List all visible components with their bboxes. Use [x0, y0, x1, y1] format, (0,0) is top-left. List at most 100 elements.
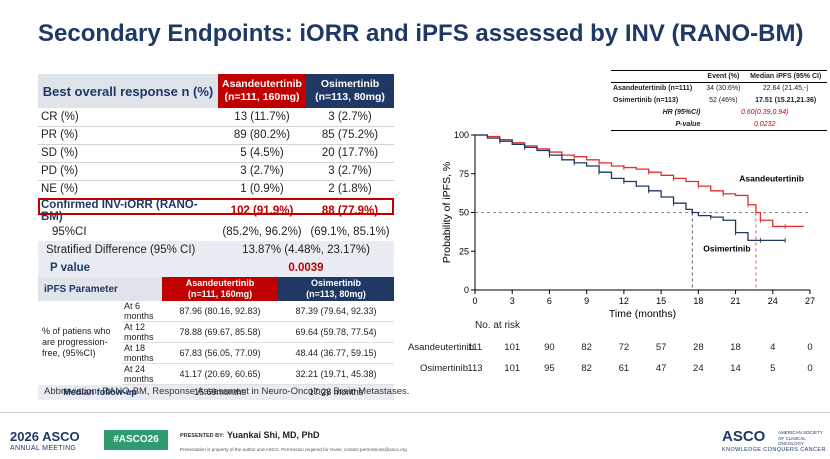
stats-event: 34 (30.6%) [706, 85, 741, 93]
orr-row-label: CR (%) [38, 108, 218, 127]
series-label-osimertinib: Osimertinib [703, 243, 750, 253]
risk-value: 72 [618, 342, 630, 353]
orr-row-label: SD (%) [38, 144, 218, 163]
followup-label: Median follow-up [38, 384, 162, 400]
footer-asco: ASCO [42, 429, 80, 444]
stats-row-osimertinib: Osimertinib (n=113) 52 (46%) 17.51 (15.2… [611, 95, 827, 107]
orr-row-value-b: 3 (2.7%) [306, 162, 394, 181]
ipfs-col2-name: Osimertinib [310, 278, 361, 288]
series-label-asandeutertinib: Asandeutertinib [739, 174, 804, 184]
presented-by-label: PRESENTED BY: [180, 433, 225, 439]
orr-row-value-a: 3 (2.7%) [218, 162, 306, 181]
risk-value: 61 [618, 363, 630, 374]
asco-society-name: AMERICAN SOCIETY OF CLINICAL ONCOLOGY [778, 430, 823, 446]
stats-row-asandeutertinib: Asandeutertinib (n=111) 34 (30.6%) 22.64… [611, 83, 827, 95]
x-tick-label: 18 [693, 296, 703, 306]
risk-value: 57 [655, 342, 667, 353]
risk-value: 82 [581, 363, 592, 374]
series-line-osimertinib [475, 134, 786, 242]
asco-tagline: KNOWLEDGE CONQUERS CANCER [722, 447, 826, 453]
ci-label: 95%CI [52, 225, 87, 238]
x-axis-label: Time (months) [609, 308, 676, 320]
orr-header-osimertinib: Osimertinib (n=113, 80mg) [306, 74, 394, 108]
stats-median: 22.64 (21.45,-) [762, 85, 809, 93]
x-tick-label: 12 [619, 296, 629, 306]
stats-p-label: P-value [611, 118, 703, 131]
hr-label: HR (95%CI) [662, 109, 701, 116]
stats-label: Osimertinib (n=113) [613, 97, 679, 104]
ipfs-km-chart: 0 25 50 75 100 0 3 6 9 12 15 18 21 24 27 Time (months) P… [441, 130, 815, 320]
risk-table-title: No. at risk [475, 320, 521, 331]
stats-header-event: Event (%) [702, 70, 745, 83]
orr-row-ne: NE (%) 1 (0.9%) 2 (1.8%) [38, 180, 394, 199]
series-line-asandeutertinib [475, 134, 804, 228]
orr-row-label: PD (%) [38, 162, 218, 181]
ipfs-time: At 6 months [122, 301, 162, 322]
risk-value: 24 [693, 363, 704, 374]
ipfs-value-a: 41.17 (20.69, 60.65) [162, 363, 278, 385]
asco-logo: ASCO [722, 428, 766, 445]
footer-divider [0, 412, 830, 413]
risk-value: 4 [770, 342, 776, 353]
ipfs-stats-table: Event (%) Median iPFS (95% CI) Asandeute… [611, 70, 827, 131]
hr-value: 0.60(0.39,0.94) [740, 109, 789, 116]
risk-value: 111 [467, 342, 483, 353]
risk-value: 5 [770, 363, 776, 374]
ipfs-group-label: % of patiens who are progression-free, (… [42, 326, 111, 359]
y-tick-label: 100 [454, 130, 469, 140]
orr-row-value-b: 85 (75.2%) [306, 126, 394, 145]
risk-value: 14 [730, 363, 741, 374]
difference-value: 13.87% (4.48%, 23.17%) [218, 240, 394, 259]
y-tick-label: 50 [459, 208, 469, 218]
risk-value: 47 [655, 363, 667, 374]
ipfs-time: At 24 months [122, 363, 162, 385]
orr-header-label: Best overall response n (%) [38, 74, 218, 108]
ipfs-value-a: 67.83 (56.05, 77.09) [162, 342, 278, 364]
risk-name-osimertinib: Osimertinib [419, 363, 468, 374]
risk-value: 28 [693, 342, 704, 353]
stats-p-value: 0.0232 [702, 118, 827, 131]
orr-row-value-a: 5 (4.5%) [218, 144, 306, 163]
orr-row-pd: PD (%) 3 (2.7%) 3 (2.7%) [38, 162, 394, 181]
slide-title: Secondary Endpoints: iORR and iPFS asses… [38, 20, 804, 47]
orr-col1-name: Asandeutertinib [222, 78, 302, 90]
risk-value: 82 [581, 342, 592, 353]
orr-row-pr: PR (%) 89 (80.2%) 85 (75.2%) [38, 126, 394, 145]
x-tick-label: 24 [768, 296, 778, 306]
risk-value: 0 [807, 342, 813, 353]
y-axis-label: Probability of iPFS, % [441, 162, 453, 264]
orr-row-label: PR (%) [38, 126, 218, 145]
footer-annual-meeting: ANNUAL MEETING [10, 445, 77, 452]
followup-a: 16.69months [162, 384, 278, 400]
orr-row-ci: 95%CI (85.2%, 96.2%) (69.1%, 85.1%) [38, 223, 394, 241]
risk-value: 101 [504, 342, 521, 353]
orr-table: Best overall response n (%) Asandeuterti… [38, 74, 394, 277]
ci-a: (85.2%, 96.2%) [222, 225, 302, 238]
risk-value: 95 [544, 363, 555, 374]
risk-value: 0 [807, 363, 813, 374]
risk-name-asandeutertinib: Asandeutertinib [408, 342, 475, 353]
orr-col1-n: (n=111, 160mg) [224, 91, 300, 103]
presenter-name: Yuankai Shi, MD, PhD [227, 430, 320, 440]
p-value: 0.0039 [218, 258, 394, 277]
ipfs-row-6m: % of patiens who are progression-free, (… [38, 301, 394, 358]
orr-row-value-a: 1 (0.9%) [218, 180, 306, 199]
ipfs-row-24m: At 24 months 41.17 (20.69, 60.65) 32.21 … [38, 363, 394, 385]
x-tick-label: 9 [584, 296, 589, 306]
ipfs-col1-n: (n=111, 160mg) [187, 289, 253, 299]
x-tick-label: 15 [656, 296, 666, 306]
ipfs-col2-n: (n=113, 80mg) [306, 289, 366, 299]
ci-b: (69.1%, 85.1%) [310, 225, 390, 238]
orr-row-value-b: 3 (2.7%) [306, 108, 394, 127]
hashtag-badge: #ASCO26 [104, 430, 168, 450]
orr-row-value-b: 20 (17.7%) [306, 144, 394, 163]
orr-row-difference: Stratified Difference (95% CI) 13.87% (4… [38, 240, 394, 259]
ipfs-value-a: 87.96 (80.16, 92.83) [162, 301, 278, 322]
ipfs-value-b: 87.39 (79.64, 92.33) [278, 301, 394, 322]
ipfs-header-osimertinib: Osimertinib (n=113, 80mg) [278, 277, 394, 301]
orr-row-cr: CR (%) 13 (11.7%) 3 (2.7%) [38, 108, 394, 127]
risk-value: 113 [467, 363, 483, 374]
risk-value: 90 [544, 342, 555, 353]
x-tick-label: 6 [547, 296, 552, 306]
ipfs-row-18m: At 18 months 67.83 (56.05, 77.09) 48.44 … [38, 342, 394, 364]
